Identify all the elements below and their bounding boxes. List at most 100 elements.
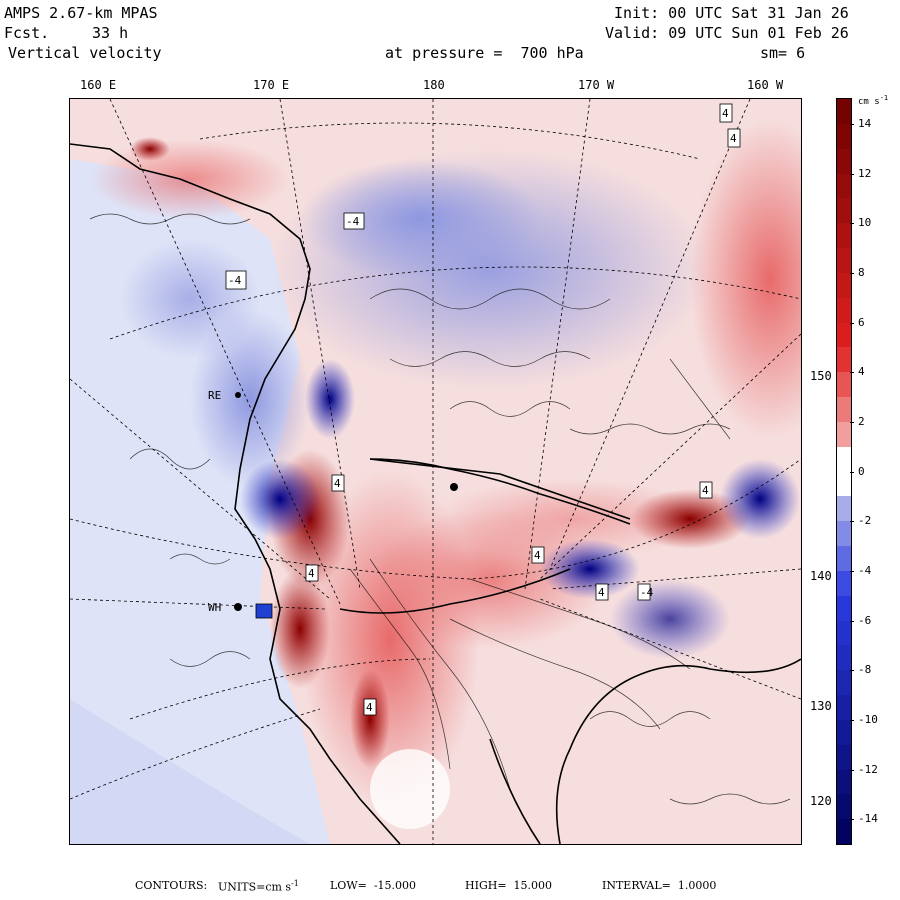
colorbar-segment (837, 471, 851, 498)
colorbar-segment (837, 546, 851, 572)
colorbar-tick (850, 372, 854, 374)
station-label-re: RE (208, 389, 221, 402)
colorbar-label: -4 (858, 563, 872, 577)
footer-units: UNITS=cm s-1 (218, 879, 299, 894)
colorbar-segment (837, 819, 851, 844)
colorbar-segment (837, 421, 851, 448)
lon-label-170e: 170 E (253, 78, 290, 92)
positive-region-band (430, 479, 710, 559)
colorbar-label: -10 (858, 712, 878, 726)
wave-region-3 (270, 569, 330, 689)
marker-4-h: 4 (366, 701, 373, 714)
lon-label-180: 180 (423, 78, 445, 92)
wave-region-8 (610, 579, 730, 659)
colorbar-label: 6 (858, 315, 865, 329)
colorbar-segment (837, 372, 851, 398)
lon-label-160w: 160 W (747, 78, 784, 92)
contour-markers: -4 4 4 4 4 4 4 4 4 -4 -4 (225, 103, 741, 716)
station-dot-pole (450, 483, 458, 491)
forecast-hour-label: Fcst. (4, 24, 50, 42)
marker-4-b: 4 (730, 132, 737, 145)
colorbar-tick (850, 521, 854, 523)
colorbar-tick (850, 421, 854, 423)
colorbar-label: 0 (858, 464, 865, 478)
colorbar-segment (837, 695, 851, 721)
colorbar-segment (837, 223, 851, 249)
footer-units-text: UNITS=cm s (218, 880, 292, 894)
colorbar-segment (837, 173, 851, 200)
colorbar-segment (837, 496, 851, 523)
colorbar-segment (837, 769, 851, 796)
colorbar-tick (850, 272, 854, 274)
wave-region-2 (240, 459, 320, 539)
colorbar-units: cm s-1 (858, 94, 888, 107)
marker-4-e: 4 (534, 549, 541, 562)
colorbar-label: 2 (858, 414, 865, 428)
wave-region-4 (305, 359, 355, 439)
colorbar-tick (850, 819, 854, 821)
footer-low: LOW= -15.000 (330, 879, 417, 892)
colorbar-segment (837, 272, 851, 299)
marker-4-i: -4 (640, 586, 654, 599)
colorbar-label: -6 (858, 613, 872, 627)
footer-contours: CONTOURS: (135, 879, 208, 892)
colorbar-segment (837, 595, 851, 622)
colorbar-segment (837, 570, 851, 597)
colorbar-label: 12 (858, 166, 872, 180)
wave-region-6 (630, 489, 750, 549)
colorbar-label: 8 (858, 265, 865, 279)
colorbar-tick (850, 719, 854, 721)
station-dot-re (235, 392, 241, 398)
colorbar-segment (837, 794, 851, 821)
contour-lines (89, 213, 791, 805)
model-title: AMPS 2.67-km MPAS (4, 4, 158, 22)
colorbar-label: -8 (858, 663, 872, 677)
white-patch (370, 749, 450, 829)
marker-neg4-b: -4 (346, 215, 360, 228)
footer-units-exp: -1 (291, 879, 299, 888)
marker-4-c: 4 (334, 477, 341, 490)
forecast-hour-value: 33 h (92, 24, 129, 42)
valid-time: Valid: 09 UTC Sun 01 Feb 26 (605, 24, 849, 42)
colorbar-segment (837, 347, 851, 374)
init-time: Init: 00 UTC Sat 31 Jan 26 (614, 4, 849, 22)
colorbar-segment (837, 297, 851, 324)
wave-region-7 (720, 459, 800, 539)
colorbar-segment (837, 322, 851, 349)
station-box-blue (255, 603, 273, 619)
negative-region-north-2 (300, 159, 540, 279)
southwest-region (70, 699, 310, 844)
colorbar (836, 98, 852, 845)
colorbar-label: -2 (858, 514, 872, 528)
colorbar-segment (837, 99, 851, 125)
colorbar-label: 4 (858, 365, 865, 379)
colorbar-segment (837, 148, 851, 175)
colorbar-units-exp: -1 (879, 94, 889, 102)
colorbar-segment (837, 397, 851, 423)
positive-region-northwest (90, 139, 290, 219)
footer-high: HIGH= 15.000 (465, 879, 553, 892)
colorbar-tick (850, 769, 854, 771)
marker-4-g: 4 (702, 484, 709, 497)
positive-region-northeast (690, 119, 801, 439)
colorbar-tick (850, 223, 854, 225)
marker-4-f: 4 (598, 586, 605, 599)
colorbar-segment (837, 670, 851, 696)
coastlines (70, 143, 801, 844)
station-label-wh: WH (208, 601, 221, 614)
colorbar-tick (850, 471, 854, 473)
colorbar-segment (837, 719, 851, 746)
wave-region-10 (130, 137, 170, 161)
graticule (70, 99, 801, 844)
field-name: Vertical velocity (8, 44, 162, 62)
colorbar-units-text: cm s (858, 97, 880, 107)
smoothing-label: sm= 6 (760, 44, 806, 62)
wave-region-9 (350, 669, 390, 769)
station-dot-wh (234, 603, 242, 611)
colorbar-segment (837, 744, 851, 771)
colorbar-segment (837, 248, 851, 274)
colorbar-segment (837, 620, 851, 647)
colorbar-tick (850, 173, 854, 175)
marker-4-a: 4 (722, 107, 729, 120)
pressure-level: at pressure = 700 hPa (385, 44, 584, 62)
